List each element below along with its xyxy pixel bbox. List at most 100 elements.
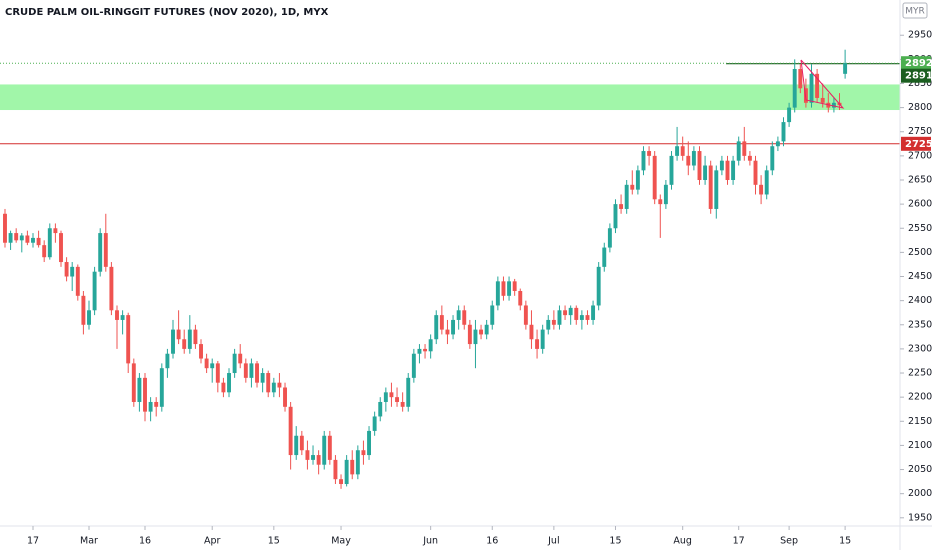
y-tick-label: 2450 [908, 271, 932, 282]
chart-title: CRUDE PALM OIL-RINGGIT FUTURES (NOV 2020… [5, 7, 329, 18]
level-tag-bg [901, 68, 931, 83]
x-tick-label: Apr [204, 536, 221, 547]
y-tick-label: 2950 [908, 30, 932, 41]
candle-body [199, 344, 203, 359]
candle-body [109, 266, 114, 311]
candle-body [182, 339, 187, 349]
y-tick-label: 2250 [908, 368, 932, 379]
candle-body [171, 329, 175, 354]
candle-body [843, 63, 848, 74]
candle-body [406, 377, 411, 407]
candle-body [523, 305, 528, 325]
candle-body [579, 315, 584, 320]
level-tag: 2891 [905, 71, 932, 82]
candle-body [747, 155, 752, 161]
candle-body [423, 348, 428, 352]
candle-body [131, 363, 136, 402]
candle-body [159, 368, 164, 407]
candle-body [686, 155, 691, 166]
candle-body [271, 382, 276, 393]
candle-body [8, 233, 13, 243]
candle-body [792, 69, 797, 108]
candle-body [277, 382, 282, 388]
x-tick-label: 15 [609, 536, 621, 547]
candle-body [725, 160, 730, 180]
candle-body [19, 235, 24, 241]
y-tick-label: 2000 [908, 488, 932, 499]
candle-body [691, 151, 696, 166]
candle-body [630, 184, 635, 190]
candle-body [47, 228, 52, 258]
candle-body [490, 305, 495, 325]
candle-body [557, 310, 562, 325]
candle-body [602, 247, 607, 267]
candle-body [81, 295, 86, 325]
candle-body [467, 324, 472, 345]
candle-body [428, 339, 433, 352]
candle-body [210, 363, 215, 369]
candle-body [641, 151, 646, 171]
candle-body [831, 102, 836, 108]
candle-body [31, 237, 35, 243]
candle-body [495, 281, 500, 306]
candle-body [339, 479, 343, 485]
candle-body [221, 382, 226, 393]
x-tick-label: 15 [268, 536, 280, 547]
currency-box [902, 2, 928, 19]
candle-body [546, 319, 551, 330]
candle-body [36, 237, 41, 246]
candle-body [316, 455, 321, 465]
currency: MYR [905, 7, 925, 17]
candle-body [372, 416, 377, 431]
candle-body [417, 348, 422, 354]
candle-body [42, 245, 47, 258]
x-tick-label: Mar [80, 536, 98, 547]
candle-body [719, 160, 724, 171]
candle-body [759, 184, 764, 195]
y-tick-label: 2750 [908, 126, 932, 137]
candle-body [327, 435, 332, 460]
candle-body [518, 290, 523, 306]
candle-body [613, 204, 618, 229]
candle-body [400, 401, 405, 407]
candle-body [753, 160, 758, 185]
x-tick-label: Jun [422, 536, 438, 547]
candle-body [14, 233, 19, 241]
candle-body [120, 315, 125, 320]
candle-body [322, 435, 327, 465]
candle-body [215, 363, 220, 383]
y-tick-label: 2500 [908, 247, 932, 258]
candle-body [87, 310, 91, 325]
candle-body [529, 324, 534, 340]
candle-body [255, 363, 259, 383]
candle-body [243, 363, 248, 378]
candle-body [305, 450, 310, 460]
candle-body [456, 310, 461, 320]
candle-body [591, 305, 596, 320]
candle-body [820, 97, 825, 103]
y-tick-label: 2150 [908, 416, 932, 427]
candle-body [59, 233, 63, 263]
candle-body [98, 233, 103, 272]
candle-body [697, 151, 702, 180]
candle-body [512, 281, 517, 291]
candle-body [607, 228, 612, 248]
candle-body [25, 235, 30, 243]
candle-body [193, 329, 198, 345]
candle-body [227, 373, 231, 393]
candle-body [249, 363, 254, 378]
candle-body [283, 387, 287, 407]
candle-body [624, 184, 629, 209]
candle-body [535, 339, 540, 349]
candle-body [675, 146, 680, 156]
candle-body [708, 165, 713, 209]
candle-body [115, 310, 119, 320]
candle-body [764, 170, 769, 195]
y-tick-label: 2650 [908, 174, 932, 185]
candle-body [165, 353, 170, 369]
y-tick-label: 2700 [908, 150, 932, 161]
candle-body [367, 430, 372, 456]
candle-body [383, 392, 388, 402]
y-tick-label: 2400 [908, 295, 932, 306]
